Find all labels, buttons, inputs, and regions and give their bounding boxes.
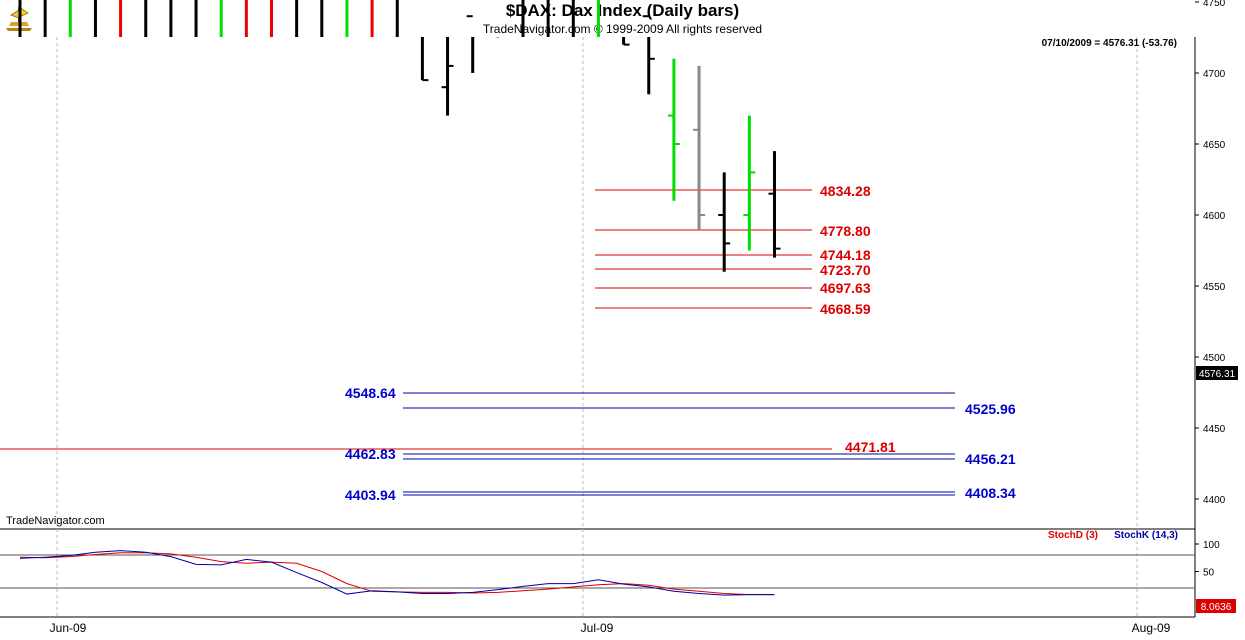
price-bar bbox=[743, 115, 756, 251]
price-axis: 4400445045004550460046504700475048004850… bbox=[1195, 0, 1226, 506]
support-label: 4525.96 bbox=[965, 401, 1016, 417]
y-tick-label: 4500 bbox=[1203, 353, 1226, 364]
price-panel bbox=[0, 37, 1195, 529]
stochastic-reference-lines bbox=[0, 554, 1195, 589]
support-label: 4403.94 bbox=[345, 487, 396, 503]
chart-title: $DAX: Dax Index (Daily bars) bbox=[505, 1, 740, 20]
legend-stochd: StochD (3) bbox=[1048, 530, 1098, 541]
price-bar bbox=[420, 37, 429, 82]
legend-stochk: StochK (14,3) bbox=[1114, 530, 1178, 541]
last-price-info: 07/10/2009 = 4576.31 (-53.76) bbox=[1042, 38, 1177, 49]
x-tick-label-jun: Jun-09 bbox=[50, 621, 87, 635]
resistance-label: 4744.18 bbox=[820, 247, 871, 263]
chart-copyright: TradeNavigator.com © 1999-2009 All right… bbox=[482, 22, 763, 36]
price-bar bbox=[244, 0, 248, 37]
last-price-marker bbox=[1196, 366, 1238, 380]
support-label: 4456.21 bbox=[965, 451, 1016, 467]
resistance-label: 4471.81 bbox=[845, 439, 896, 455]
watermark: TradeNavigator.com bbox=[6, 515, 105, 527]
price-bar bbox=[93, 0, 97, 37]
price-bar bbox=[642, 15, 655, 95]
price-bar bbox=[18, 0, 22, 37]
price-bar bbox=[119, 0, 123, 37]
price-bars bbox=[18, 0, 781, 272]
price-bar bbox=[270, 0, 273, 37]
y-tick-label: 4550 bbox=[1203, 282, 1226, 293]
price-bar bbox=[345, 0, 349, 37]
price-bar bbox=[466, 15, 475, 73]
month-gridlines bbox=[56, 37, 1138, 617]
stochastic-panel bbox=[0, 529, 1195, 617]
price-bar bbox=[68, 0, 72, 37]
price-bar bbox=[295, 0, 299, 37]
stoch-tick-label: 50 bbox=[1203, 568, 1215, 579]
resistance-label: 4723.70 bbox=[820, 262, 871, 278]
price-bar bbox=[596, 0, 600, 37]
price-bar bbox=[571, 0, 575, 37]
price-bar bbox=[667, 58, 680, 201]
x-tick-label-aug: Aug-09 bbox=[1132, 621, 1171, 635]
price-bar bbox=[546, 0, 550, 37]
price-bar bbox=[768, 151, 781, 258]
y-tick-label: 4700 bbox=[1203, 69, 1226, 80]
price-bar bbox=[395, 0, 399, 37]
price-bar bbox=[622, 37, 630, 46]
y-tick-label: 4450 bbox=[1203, 424, 1226, 435]
resistance-label: 4697.63 bbox=[820, 280, 871, 296]
price-bar bbox=[320, 0, 324, 37]
price-bar bbox=[144, 0, 148, 37]
support-label: 4548.64 bbox=[345, 385, 396, 401]
level-lines bbox=[0, 189, 955, 496]
resistance-label: 4834.28 bbox=[820, 183, 871, 199]
price-bar bbox=[219, 0, 223, 37]
stoch-last-label: 8.0636 bbox=[1201, 602, 1232, 613]
resistance-label: 4778.80 bbox=[820, 223, 871, 239]
stoch-tick-label: 100 bbox=[1203, 540, 1220, 551]
price-bar bbox=[718, 172, 731, 272]
y-tick-label: 4650 bbox=[1203, 140, 1226, 151]
resistance-label: 4668.59 bbox=[820, 301, 871, 317]
y-tick-label: 4750 bbox=[1203, 0, 1226, 9]
x-tick-label-jul: Jul-09 bbox=[581, 621, 614, 635]
y-tick-label: 4600 bbox=[1203, 211, 1226, 222]
price-bar bbox=[521, 0, 525, 37]
support-label: 4408.34 bbox=[965, 485, 1016, 501]
y-tick-label: 4400 bbox=[1203, 495, 1226, 506]
price-bar bbox=[496, 37, 500, 38]
series-line-stochk bbox=[19, 550, 775, 596]
price-bar bbox=[43, 0, 47, 37]
price-bar bbox=[693, 65, 706, 230]
stochastic-axis: 50 100 bbox=[1195, 540, 1220, 579]
price-bar bbox=[441, 37, 454, 116]
price-bar bbox=[370, 0, 374, 37]
last-price-label: 4576.31 bbox=[1199, 369, 1236, 380]
price-bar bbox=[194, 0, 198, 37]
support-label: 4462.83 bbox=[345, 446, 396, 462]
stoch-last-marker bbox=[1196, 599, 1236, 613]
price-bar bbox=[169, 0, 173, 37]
